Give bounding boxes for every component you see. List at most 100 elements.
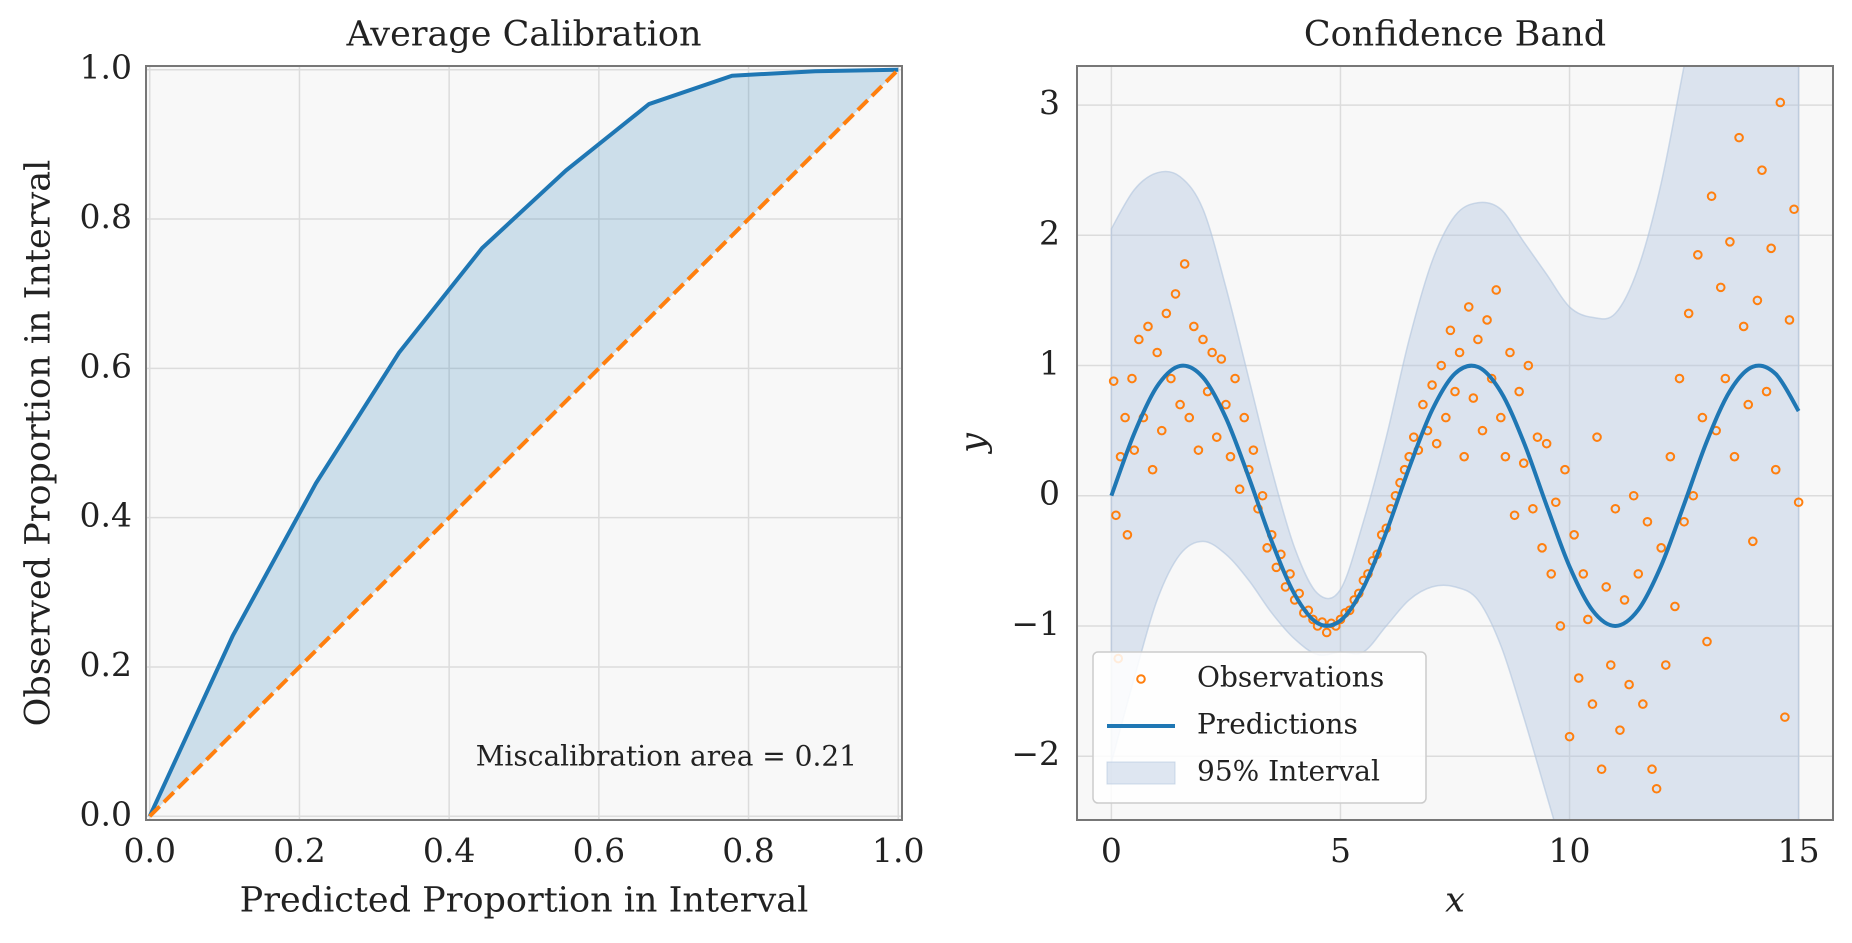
- y-tick-label: −2: [1011, 734, 1060, 773]
- line: [148, 68, 900, 818]
- observation: [1518, 458, 1529, 468]
- observation: [1523, 360, 1534, 371]
- observation: [1546, 569, 1557, 579]
- observation: [1496, 412, 1506, 423]
- legend-label: Predictions: [1197, 708, 1358, 741]
- observation: [1587, 699, 1598, 709]
- observation: [1615, 725, 1625, 735]
- y-tick-label: 0.6: [80, 346, 132, 385]
- observation: [1665, 451, 1676, 462]
- legend-label: 95% Interval: [1197, 755, 1380, 788]
- observation: [1500, 451, 1511, 462]
- x-tick-label: 0.6: [573, 831, 625, 870]
- observation: [1702, 636, 1712, 647]
- observation: [1706, 191, 1717, 202]
- observation: [1683, 308, 1694, 319]
- line: [1109, 363, 1801, 628]
- x-tick-label: 0.8: [722, 831, 774, 870]
- y-tick-label: 0.2: [80, 645, 132, 684]
- observation: [1207, 347, 1217, 358]
- observation: [1601, 582, 1611, 592]
- observation: [1569, 530, 1579, 540]
- observation: [1514, 386, 1524, 397]
- observation: [1166, 373, 1176, 384]
- observation: [1660, 660, 1671, 670]
- observation: [1725, 237, 1735, 247]
- observation: [1688, 490, 1699, 501]
- x-tick-label: 5: [1330, 831, 1351, 870]
- observation: [1679, 516, 1689, 527]
- observation: [1738, 321, 1749, 332]
- observation: [1221, 399, 1231, 410]
- observation: [1122, 530, 1133, 540]
- observation: [1418, 399, 1428, 410]
- y-tick-label: 0.0: [80, 794, 132, 833]
- observation: [1766, 243, 1776, 254]
- y-tick-label: 0.4: [80, 496, 132, 535]
- observation: [1670, 601, 1680, 612]
- x-tick-label: 10: [1549, 831, 1591, 870]
- observation: [1560, 464, 1570, 475]
- y-tick-label: 3: [1039, 83, 1060, 122]
- observation: [1757, 165, 1767, 175]
- observation: [1752, 295, 1763, 306]
- y-tick-label: 2: [1039, 213, 1060, 252]
- observation: [1143, 321, 1153, 332]
- observation: [1473, 334, 1483, 345]
- observation: [1729, 451, 1740, 462]
- observation: [1784, 315, 1795, 325]
- x-tick-label: 0.0: [124, 831, 176, 870]
- observation: [1697, 412, 1708, 423]
- observation: [1108, 376, 1119, 386]
- observation: [1624, 679, 1634, 690]
- observation: [1152, 347, 1162, 358]
- y-axis-label: Observed Proportion in Interval: [19, 160, 59, 727]
- y-tick-label: 0: [1039, 474, 1060, 513]
- x-tick-label: 15: [1778, 831, 1820, 870]
- observation: [1715, 282, 1726, 293]
- observation: [1770, 464, 1781, 475]
- observation: [1262, 543, 1272, 553]
- observation: [1693, 250, 1703, 260]
- observation: [1408, 432, 1419, 442]
- observation: [1486, 373, 1497, 384]
- x-axis-label: x: [1445, 881, 1465, 921]
- observation: [1578, 569, 1589, 579]
- observation: [1605, 660, 1616, 670]
- observation: [1596, 764, 1607, 775]
- observation: [1642, 516, 1653, 527]
- observation: [1454, 347, 1465, 358]
- legend-label: Observations: [1197, 661, 1384, 694]
- chart-title: Confidence Band: [1304, 15, 1606, 55]
- observation: [1528, 503, 1538, 514]
- observation: [1633, 569, 1644, 579]
- observation: [1583, 614, 1593, 625]
- observation: [1628, 490, 1639, 501]
- observation: [1248, 445, 1259, 455]
- legend-swatch: [1106, 761, 1176, 785]
- observation: [1431, 438, 1442, 449]
- x-tick-label: 1.0: [872, 831, 924, 870]
- observation: [1743, 399, 1754, 410]
- observation: [1147, 464, 1158, 475]
- y-tick-label: 0.8: [80, 197, 132, 236]
- x-tick-label: 0.2: [273, 831, 325, 870]
- observation: [1120, 412, 1130, 423]
- observation: [1344, 605, 1355, 616]
- observation: [1734, 132, 1744, 143]
- observation: [1638, 699, 1648, 709]
- observation: [1610, 503, 1621, 514]
- observation: [1647, 764, 1657, 775]
- observation: [1216, 354, 1227, 364]
- observation: [1674, 373, 1685, 384]
- observation: [1541, 438, 1552, 449]
- observation: [1468, 393, 1479, 403]
- y-axis-label: y: [954, 432, 994, 455]
- observation: [1789, 204, 1799, 215]
- x-axis-label: Predicted Proportion in Interval: [240, 881, 809, 921]
- observation: [1230, 373, 1240, 384]
- observation: [1537, 543, 1547, 553]
- observation: [1509, 510, 1520, 521]
- y-tick-label: 1: [1039, 344, 1060, 383]
